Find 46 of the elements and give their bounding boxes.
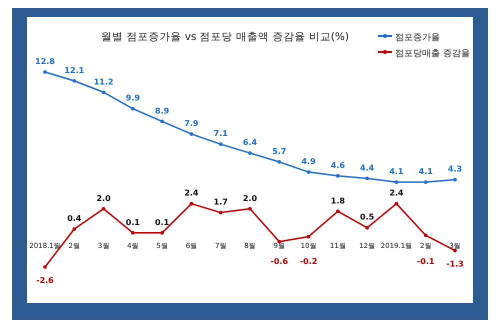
legend-label: 점포증가율 [395,33,440,43]
point [424,180,428,184]
point [190,132,194,136]
point [336,209,340,214]
point [102,90,106,94]
point [218,142,223,146]
data-label: -2.6 [36,276,54,285]
data-label: 1.8 [330,196,346,206]
point [160,120,164,124]
point [248,151,252,155]
point [453,178,457,182]
point [394,202,398,206]
point [72,227,76,231]
point [43,70,47,74]
data-label: 0.4 [67,214,82,224]
data-label: 1.7 [214,198,228,207]
chart-title: 월별 점포증가율 vs 점포당 매출액 증감율 비교(%) [101,31,349,43]
data-label: -0.2 [300,257,318,266]
point [190,202,194,206]
data-label: 2.4 [389,188,404,198]
data-label: 0.1 [155,218,170,227]
point [424,234,428,238]
point [131,231,135,235]
point [306,170,310,174]
data-label: -1.3 [446,260,464,269]
point [365,226,369,230]
point [306,234,310,238]
point [72,79,76,83]
point [336,174,340,178]
data-label: 2.0 [96,194,112,203]
point [102,206,106,211]
point [43,265,47,269]
point [160,231,164,235]
point [131,106,135,111]
point [218,210,223,214]
data-label: 2.0 [242,194,258,203]
point [365,176,369,180]
data-label: 0.1 [126,218,140,227]
point [394,180,398,184]
data-label: 2.4 [184,188,199,198]
data-label: 0.5 [360,212,375,222]
legend-label: 점포당매출 증감율 [395,49,470,59]
point [248,206,252,211]
data-label: -0.6 [270,257,288,266]
data-label: -0.1 [416,257,435,266]
point [277,160,282,164]
